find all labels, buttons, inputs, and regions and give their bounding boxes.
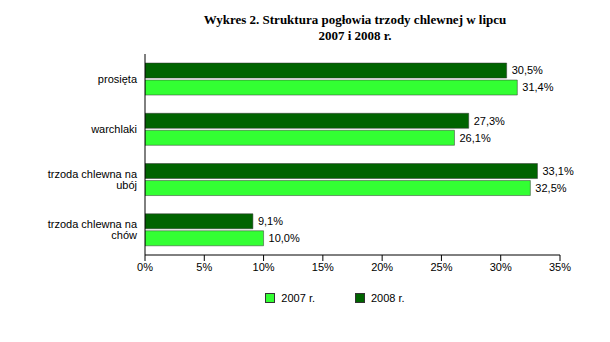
svg-text:warchlaki: warchlaki (90, 123, 137, 135)
svg-text:26,1%: 26,1% (459, 132, 490, 144)
html-text:2007 r.: 2007 r. (281, 292, 315, 304)
svg-text:33,1%: 33,1% (542, 165, 573, 177)
svg-text:9,1%: 9,1% (258, 215, 283, 227)
svg-text:20%: 20% (371, 261, 393, 273)
svg-text:30%: 30% (490, 261, 512, 273)
svg-text:0%: 0% (137, 261, 153, 273)
html-text:2007 i 2008 r.: 2007 i 2008 r. (318, 28, 392, 43)
svg-text:30,5%: 30,5% (512, 64, 543, 76)
svg-text:25%: 25% (430, 261, 452, 273)
svg-text:10%: 10% (253, 261, 275, 273)
svg-text:27,3%: 27,3% (474, 115, 505, 127)
svg-text:10,0%: 10,0% (269, 232, 300, 244)
html-text:Wykres 2. Struktura pogłowia t: Wykres 2. Struktura pogłowia trzody chle… (203, 12, 507, 27)
svg-text:35%: 35% (549, 261, 571, 273)
svg-text:trzoda chlewna nachów: trzoda chlewna nachów (48, 218, 138, 241)
svg-text:prosięta: prosięta (98, 73, 138, 85)
svg-text:32,5%: 32,5% (535, 182, 566, 194)
html-text:2008 r.: 2008 r. (371, 292, 405, 304)
svg-text:5%: 5% (196, 261, 212, 273)
svg-text:trzoda chlewna naubój: trzoda chlewna naubój (48, 168, 138, 191)
svg-text:31,4%: 31,4% (522, 81, 553, 93)
svg-text:15%: 15% (312, 261, 334, 273)
